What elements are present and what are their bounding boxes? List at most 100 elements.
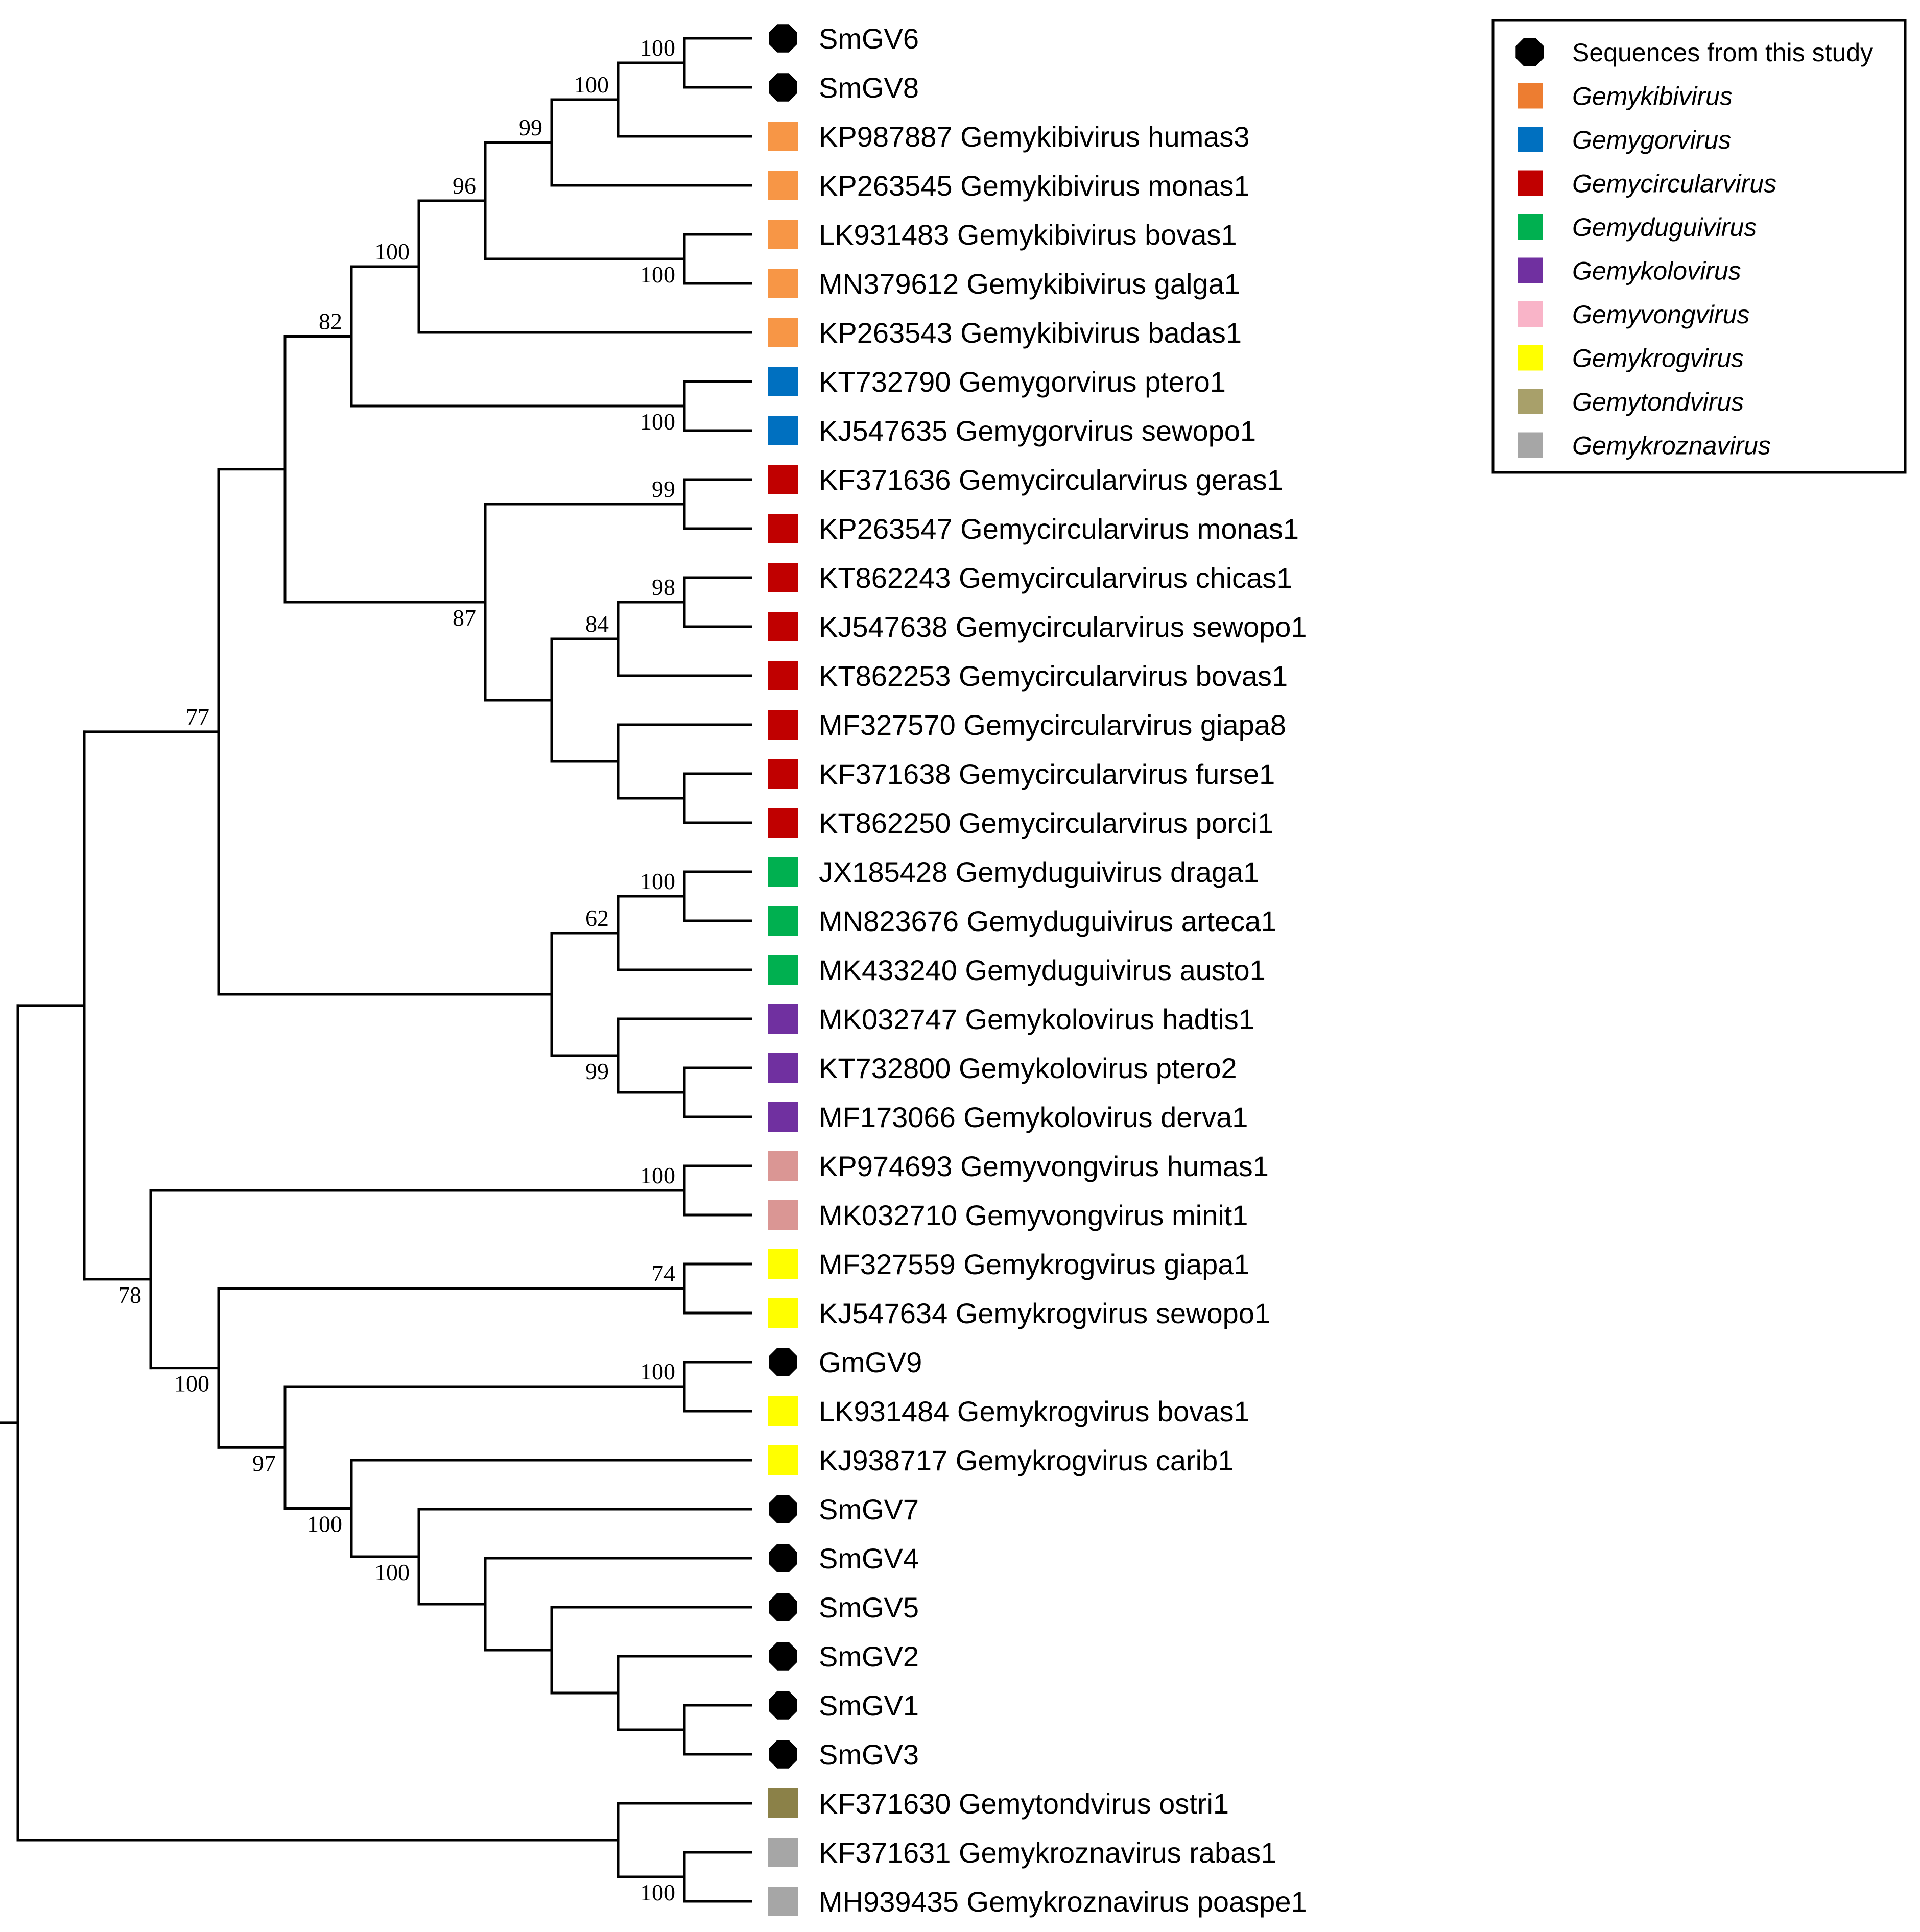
genus-color-square-icon [768,367,798,396]
tip-label: KP263547 Gemycircularvirus monas1 [819,513,1299,545]
bootstrap-value: 100 [640,1162,675,1188]
genus-color-square-icon [768,759,798,789]
legend-box [1491,19,1907,474]
legend-label: Gemykibivirus [1572,82,1733,111]
tip-label: KP987887 Gemykibivirus humas3 [819,121,1250,153]
legend-label: Gemycircularvirus [1572,170,1776,198]
tip-label: KJ547634 Gemykrogvirus sewopo1 [819,1297,1270,1329]
tip: KJ938717 Gemykrogvirus carib1 [768,1444,1234,1476]
genus-color-square-icon [768,1445,798,1475]
genus-color-square-icon [768,318,798,347]
tip: KJ547638 Gemycircularvirus sewopo1 [768,611,1307,643]
legend-color-square-icon [1518,170,1543,196]
legend-color-square-icon [1518,127,1543,152]
tip-label: KJ938717 Gemykrogvirus carib1 [819,1444,1234,1476]
bootstrap-value: 84 [585,611,609,637]
tip: KP987887 Gemykibivirus humas3 [768,121,1250,153]
genus-color-square-icon [768,269,798,298]
bootstrap-value: 99 [652,476,675,502]
tip: LK931484 Gemykrogvirus bovas1 [768,1395,1250,1427]
legend-color-square-icon [1518,301,1543,327]
genus-color-square-icon [768,1053,798,1083]
legend-color-square-icon [1518,83,1543,109]
legend: Sequences from this study Gemykibivirus Ge… [1491,19,1907,474]
genus-color-square-icon [768,1004,798,1034]
tree-tips: SmGV6 SmGV8 KP987887 Gemykibivirus humas3 K… [768,22,1307,1918]
tree-edges [0,37,752,1903]
tip-label: SmGV2 [819,1640,919,1673]
bootstrap-value: 77 [186,704,209,730]
tip: SmGV5 [769,1591,919,1624]
legend-color-square-icon [1518,257,1543,283]
bootstrap-value: 100 [640,1358,675,1385]
tip-label: KP974693 Gemyvongvirus humas1 [819,1150,1269,1182]
tip: KF371631 Gemykroznavirus rabas1 [768,1836,1276,1869]
bootstrap-value: 100 [574,71,609,98]
study-sequence-octagon-icon [769,1740,797,1769]
tip-label: SmGV6 [819,22,919,55]
genus-color-square-icon [768,808,798,838]
tip: KF371638 Gemycircularvirus furse1 [768,758,1275,790]
tip-label: MN379612 Gemykibivirus galga1 [819,268,1240,300]
legend-label: Gemytondvirus [1572,388,1744,416]
study-sequence-octagon-icon [769,1544,797,1572]
genus-color-square-icon [768,1838,798,1867]
bootstrap-value: 100 [374,1559,410,1585]
tip-label: MK032747 Gemykolovirus hadtis1 [819,1003,1254,1035]
tip-label: MH939435 Gemykroznavirus poaspe1 [819,1886,1307,1918]
study-sequence-octagon-icon [769,1593,797,1621]
tip: JX185428 Gemyduguivirus draga1 [768,856,1259,888]
tip-label: KJ547638 Gemycircularvirus sewopo1 [819,611,1307,643]
legend-label: Gemyduguivirus [1572,213,1757,242]
tip: KP974693 Gemyvongvirus humas1 [768,1150,1269,1182]
legend-label: Sequences from this study [1572,38,1873,67]
tip-label: KT862253 Gemycircularvirus bovas1 [819,660,1288,692]
bootstrap-value: 78 [118,1282,141,1308]
genus-color-square-icon [768,465,798,494]
legend-label: Gemygorvirus [1572,126,1731,154]
genus-color-square-icon [768,661,798,690]
tip: MH939435 Gemykroznavirus poaspe1 [768,1886,1307,1918]
study-sequence-octagon-icon [769,1348,797,1376]
tip-label: KJ547635 Gemygorvirus sewopo1 [819,415,1256,447]
genus-color-square-icon [768,906,798,936]
study-sequence-octagon-icon [769,24,797,53]
genus-color-square-icon [768,1249,798,1279]
legend-label: Gemyvongvirus [1572,300,1749,329]
tip-label: SmGV1 [819,1689,919,1722]
study-sequence-octagon-icon [769,73,797,102]
genus-color-square-icon [768,1887,798,1916]
bootstrap-value: 100 [307,1511,342,1537]
tip-label: MK032710 Gemyvongvirus minit1 [819,1199,1248,1231]
genus-color-square-icon [768,1102,798,1132]
tip: MK032710 Gemyvongvirus minit1 [768,1199,1248,1231]
tip-label: LK931484 Gemykrogvirus bovas1 [819,1395,1250,1427]
genus-color-square-icon [768,612,798,641]
bootstrap-value: 62 [585,905,609,931]
tip: MN823676 Gemyduguivirus arteca1 [768,905,1276,937]
tip: KT862243 Gemycircularvirus chicas1 [768,562,1292,594]
study-sequence-octagon-icon [769,1691,797,1720]
tip-label: JX185428 Gemyduguivirus draga1 [819,856,1259,888]
tip-label: LK931483 Gemykibivirus bovas1 [819,219,1237,251]
tip-label: MN823676 Gemyduguivirus arteca1 [819,905,1276,937]
tip: SmGV4 [769,1542,919,1575]
genus-color-square-icon [768,220,798,249]
legend-color-square-icon [1518,432,1543,458]
legend-label: Gemykolovirus [1572,257,1741,285]
genus-color-square-icon [768,1200,798,1230]
tip-label: KF371636 Gemycircularvirus geras1 [819,464,1283,496]
bootstrap-value: 82 [319,308,342,335]
tip-label: MF327570 Gemycircularvirus giapa8 [819,709,1286,741]
tip: KT862253 Gemycircularvirus bovas1 [768,660,1288,692]
tip: SmGV1 [769,1689,919,1722]
tip-label: SmGV3 [819,1738,919,1771]
tip-label: MF173066 Gemykolovirus derva1 [819,1101,1248,1133]
tip: KP263543 Gemykibivirus badas1 [768,317,1242,349]
genus-color-square-icon [768,857,798,887]
tip: MK433240 Gemyduguivirus austo1 [768,954,1266,986]
tip-label: KF371638 Gemycircularvirus furse1 [819,758,1275,790]
tip-label: KF371630 Gemytondvirus ostri1 [819,1787,1229,1820]
bootstrap-value: 100 [640,1879,675,1905]
bootstrap-value: 100 [640,35,675,61]
